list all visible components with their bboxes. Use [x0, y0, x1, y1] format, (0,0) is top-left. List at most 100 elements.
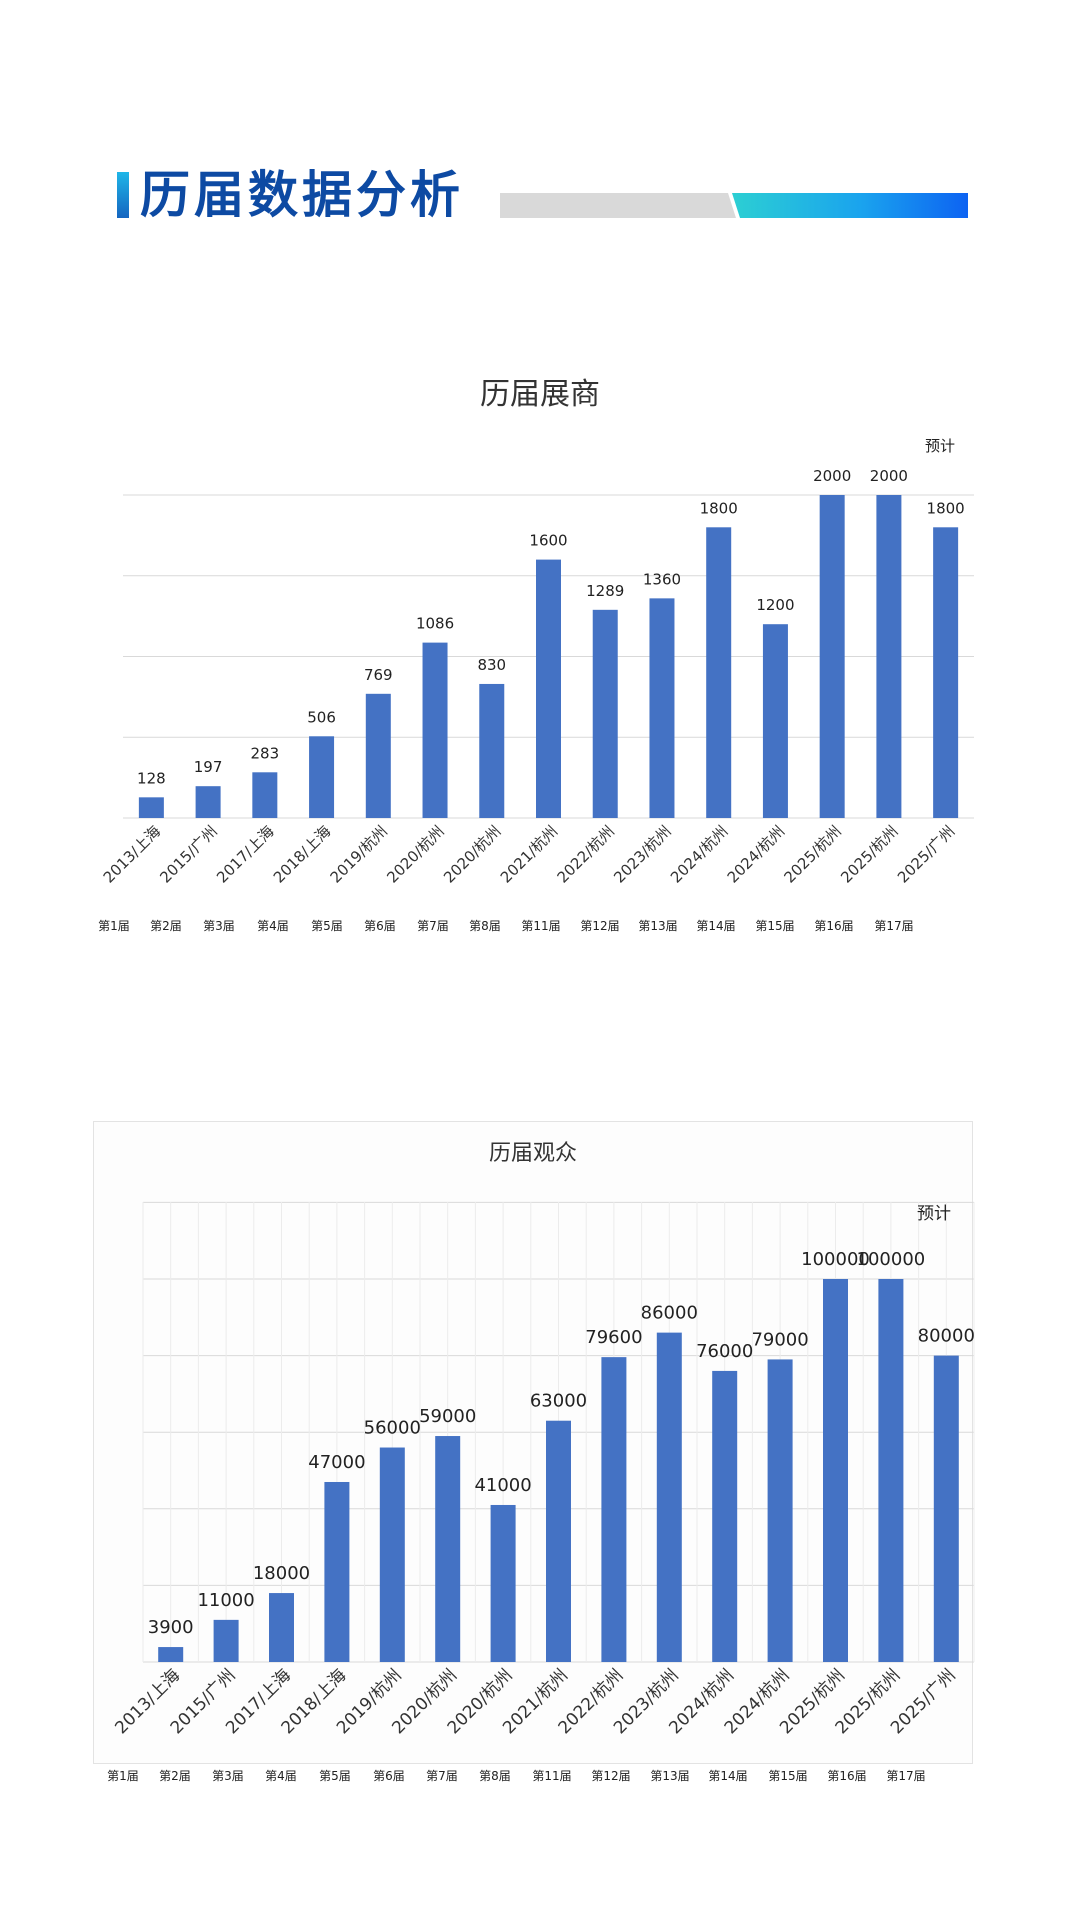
- data-label: 283: [251, 744, 280, 762]
- bar: [269, 1593, 294, 1662]
- chart-title: 历届观众: [489, 1141, 577, 1166]
- chart-session-labels: 第1届 第2届 第3届 第4届 第5届 第6届 第7届 第8届 第11届 第12届 第13届 第14届…: [107, 1769, 925, 1783]
- bar: [656, 1332, 682, 1662]
- session-label: 第7届: [417, 919, 449, 933]
- bar: [195, 786, 221, 818]
- exhibitors-chart: 历届展商 12819728350676910868301600128913601…: [98, 377, 974, 933]
- chart-data-labels: 128 197 283 506 769 1086 830 1600 1289 1360 1800 12…: [137, 467, 965, 787]
- session-label: 第14届: [696, 919, 735, 933]
- session-label: 第4届: [265, 1769, 297, 1783]
- session-label: 第5届: [311, 919, 343, 933]
- bar: [876, 495, 902, 818]
- bar: [158, 1647, 184, 1662]
- session-label: 第6届: [373, 1769, 405, 1783]
- data-label: 1200: [756, 596, 794, 614]
- bar: [546, 1420, 571, 1662]
- bar: [601, 1357, 627, 1662]
- data-label: 79000: [751, 1329, 808, 1350]
- bar: [324, 1481, 350, 1662]
- data-label: 2000: [870, 467, 908, 485]
- session-label: 第15届: [768, 1769, 807, 1783]
- header-decoration: [500, 193, 968, 218]
- bar: [252, 772, 278, 818]
- data-label: 63000: [530, 1391, 587, 1412]
- data-label: 79600: [585, 1327, 642, 1348]
- data-label: 11000: [197, 1590, 254, 1611]
- data-label: 830: [477, 656, 506, 674]
- data-label: 100000: [801, 1249, 870, 1270]
- data-label: 128: [137, 769, 166, 787]
- session-label: 第12届: [591, 1769, 630, 1783]
- session-label: 第17届: [874, 919, 913, 933]
- session-label: 第8届: [469, 919, 501, 933]
- bar: [706, 527, 732, 818]
- bar: [649, 598, 675, 818]
- data-label: 1360: [643, 570, 681, 588]
- bar: [592, 609, 618, 818]
- bar: [933, 527, 959, 818]
- forecast-annotation: 预计: [925, 437, 955, 455]
- data-label: 769: [364, 666, 393, 684]
- data-label: 47000: [308, 1452, 365, 1473]
- chart-x-tick-labels: 2013/上海2015/广州2017/上海2018/上海2019/杭州2020/…: [111, 1665, 959, 1738]
- bar: [878, 1279, 904, 1662]
- data-label: 197: [194, 758, 223, 776]
- gray-stripe: [500, 193, 736, 218]
- session-label: 第13届: [650, 1769, 689, 1783]
- page-header: 历届数据分析: [0, 0, 1080, 260]
- bar: [379, 1447, 405, 1662]
- bar: [536, 559, 561, 818]
- data-label: 59000: [419, 1406, 476, 1427]
- bar: [762, 624, 788, 818]
- data-label: 56000: [364, 1418, 421, 1439]
- blue-stripe: [732, 193, 968, 218]
- data-label: 1289: [586, 582, 624, 600]
- session-label: 第5届: [319, 1769, 351, 1783]
- data-label: 1800: [927, 499, 965, 517]
- session-label: 第7届: [426, 1769, 458, 1783]
- bar: [213, 1619, 239, 1662]
- session-label: 第2届: [159, 1769, 191, 1783]
- bar: [138, 797, 164, 818]
- bar: [712, 1370, 738, 1662]
- data-label: 76000: [696, 1341, 753, 1362]
- session-label: 第17届: [886, 1769, 925, 1783]
- page-title: 历届数据分析: [140, 165, 464, 224]
- data-label: 506: [307, 708, 336, 726]
- data-label: 41000: [474, 1475, 531, 1496]
- data-label: 1600: [529, 532, 567, 550]
- session-label: 第15届: [755, 919, 794, 933]
- session-label: 第3届: [212, 1769, 244, 1783]
- session-label: 第2届: [150, 919, 182, 933]
- bar: [933, 1355, 959, 1662]
- bar: [365, 693, 391, 818]
- chart-session-labels: 第1届 第2届 第3届 第4届 第5届 第6届 第7届 第8届 第11届 第12届 第13届 第14届…: [98, 919, 913, 933]
- session-label: 第12届: [580, 919, 619, 933]
- session-label: 第3届: [203, 919, 235, 933]
- bar: [823, 1279, 848, 1662]
- chart-title: 历届展商: [480, 377, 600, 412]
- data-label: 2000: [813, 467, 851, 485]
- bar: [422, 642, 448, 818]
- bar: [479, 683, 505, 818]
- chart-bars: [158, 1279, 959, 1662]
- session-label: 第11届: [521, 919, 560, 933]
- data-label: 86000: [641, 1303, 698, 1324]
- session-label: 第14届: [708, 1769, 747, 1783]
- session-label: 第16届: [814, 919, 853, 933]
- session-label: 第16届: [827, 1769, 866, 1783]
- forecast-annotation: 预计: [917, 1204, 951, 1224]
- session-label: 第6届: [364, 919, 396, 933]
- session-label: 第11届: [532, 1769, 571, 1783]
- data-label: 3900: [148, 1617, 194, 1638]
- bar: [309, 736, 335, 818]
- session-label: 第4届: [257, 919, 289, 933]
- data-label: 1800: [700, 499, 738, 517]
- data-label: 80000: [918, 1326, 975, 1347]
- data-label: 1086: [416, 615, 454, 633]
- session-label: 第1届: [98, 919, 130, 933]
- bar: [435, 1436, 461, 1662]
- bar: [819, 495, 845, 818]
